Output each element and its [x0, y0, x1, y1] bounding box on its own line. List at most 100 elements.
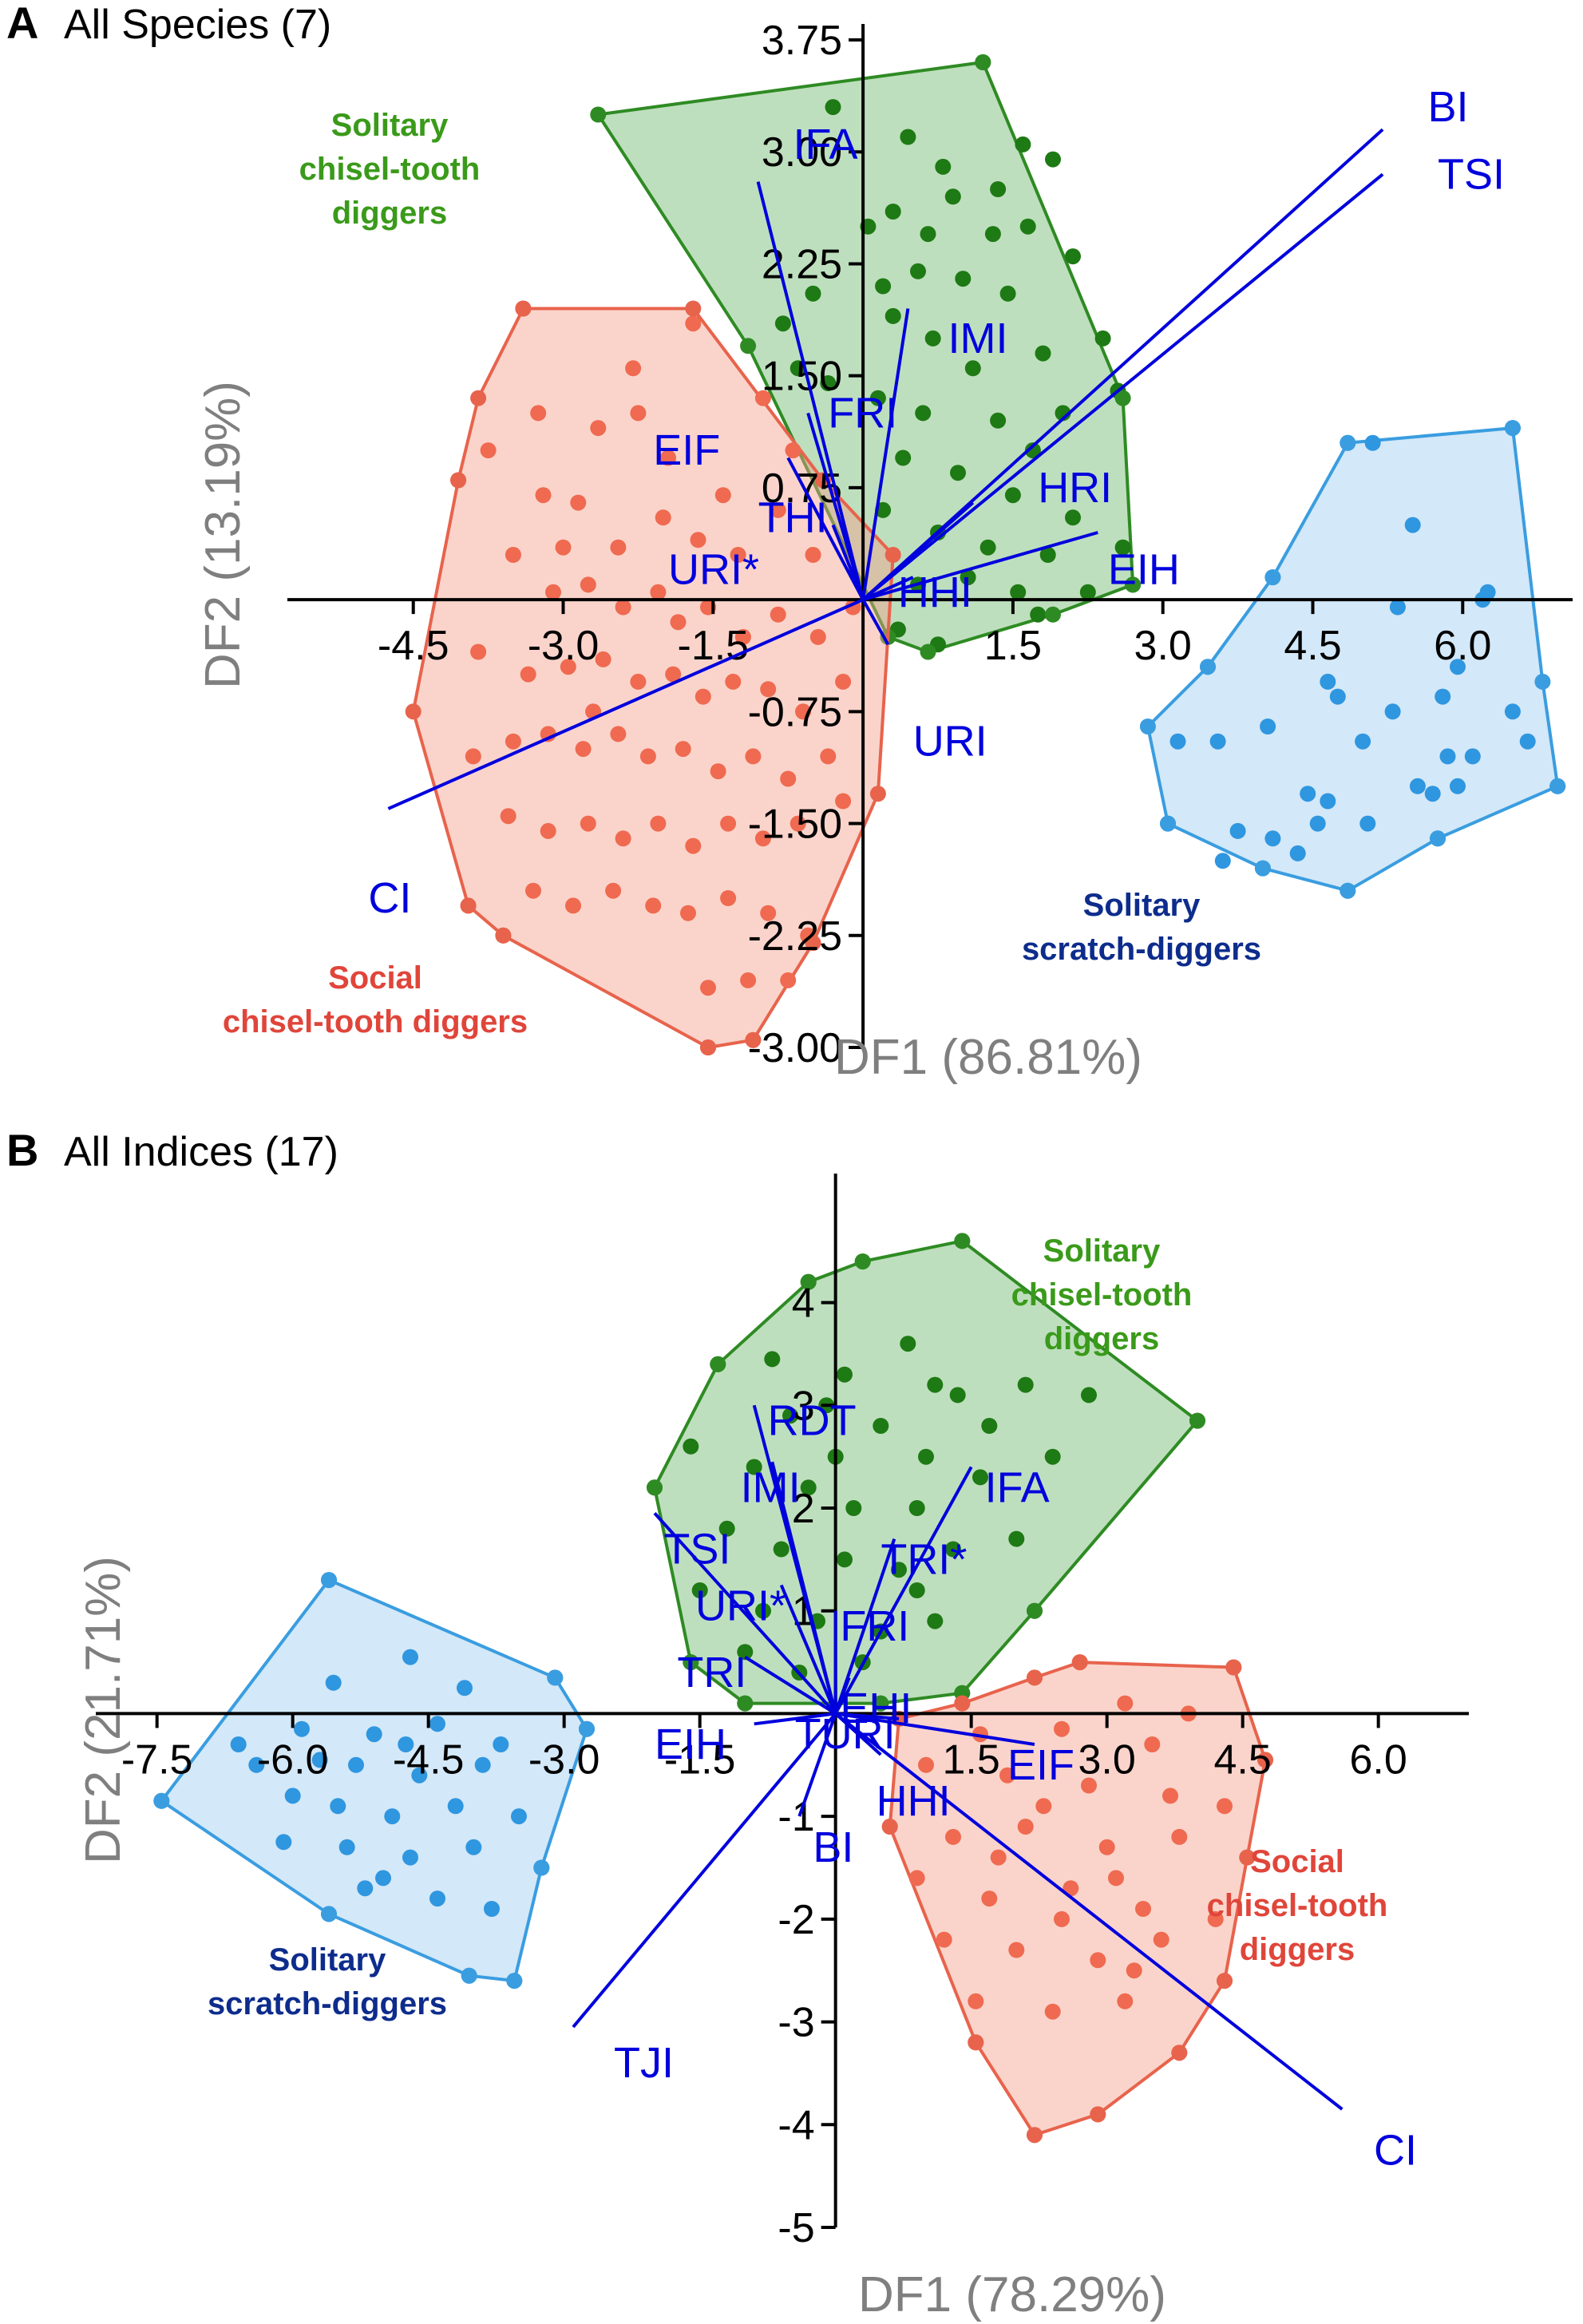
data-point: [402, 1649, 418, 1665]
data-point: [695, 688, 711, 705]
hull-vertex-point: [1125, 576, 1142, 593]
hull-vertex-point: [506, 1973, 523, 1989]
vector-label: TSI: [663, 1525, 730, 1573]
y-tick-label: -4: [778, 2102, 814, 2148]
loading-vector: [754, 1712, 836, 1726]
loading-vector: [572, 1712, 837, 2029]
hull-vertex-point: [590, 106, 607, 123]
data-point: [375, 1870, 391, 1887]
data-point: [625, 360, 642, 377]
hull-vertex-point: [1239, 1849, 1256, 1866]
data-point: [1171, 1828, 1188, 1845]
data-point: [590, 420, 607, 437]
group-label-green: Solitary: [1043, 1233, 1161, 1269]
data-point: [505, 547, 521, 563]
data-point: [780, 972, 797, 988]
hull-vertex-point: [1549, 778, 1566, 794]
group-blue: [1139, 420, 1566, 899]
data-point: [837, 1551, 853, 1568]
vector-label: HHI: [898, 568, 972, 616]
vector-label: CI: [1374, 2126, 1417, 2174]
loading-vector: [861, 501, 975, 601]
loading-vector: [835, 1712, 1035, 1746]
data-point: [1435, 688, 1451, 705]
x-tick-label: 3.0: [1078, 1736, 1136, 1783]
data-point: [1389, 599, 1406, 616]
x-tick-label: 6.0: [1434, 623, 1491, 669]
data-point: [754, 830, 771, 847]
group-label-green: chisel-tooth: [299, 152, 481, 187]
vector-label: IFA: [793, 121, 857, 168]
data-point: [900, 1336, 916, 1352]
data-point: [1439, 748, 1456, 765]
x-tick-label: 6.0: [1350, 1736, 1407, 1783]
data-point: [610, 539, 627, 556]
data-point: [1054, 1720, 1070, 1737]
data-point: [825, 99, 841, 116]
loading-vector: [861, 172, 1384, 601]
y-tick-label: -1: [778, 1794, 814, 1840]
data-point: [1409, 778, 1426, 794]
hull-blue: [160, 1578, 588, 1983]
hull-vertex-point: [547, 1669, 564, 1686]
data-point: [955, 271, 972, 287]
x-tick-label: 1.5: [984, 623, 1042, 669]
data-point: [720, 890, 737, 906]
hull-vertex-point: [1114, 390, 1131, 406]
loading-vector: [653, 1512, 837, 1715]
data-point: [348, 1756, 364, 1773]
data-point: [1045, 151, 1061, 168]
data-point: [869, 390, 886, 406]
vector-label: CI: [368, 874, 411, 922]
data-point: [755, 1602, 771, 1619]
panel-letter: B: [6, 1125, 38, 1175]
data-point: [795, 703, 811, 720]
data-point: [480, 442, 497, 459]
hull-vertex-point: [450, 472, 467, 489]
vector-label: URI: [913, 718, 987, 766]
data-point: [1108, 1870, 1124, 1887]
data-point: [675, 741, 691, 758]
hull-vertex-point: [461, 1967, 477, 1984]
data-point: [1024, 442, 1041, 459]
loading-vector: [861, 599, 890, 646]
vector-label: URI*: [695, 1582, 786, 1629]
data-point: [465, 748, 481, 765]
data-point: [718, 1520, 735, 1537]
hull-green: [653, 1239, 1199, 1705]
data-point: [580, 576, 596, 593]
data-point: [1289, 845, 1306, 861]
data-point: [1169, 733, 1186, 750]
hull-vertex-point: [854, 1253, 871, 1270]
data-point: [1355, 733, 1371, 750]
data-point: [429, 1890, 445, 1907]
data-point: [740, 972, 757, 988]
data-point: [1207, 1910, 1224, 1927]
x-axis-title: DF1 (86.81%): [834, 1030, 1142, 1085]
data-point: [734, 628, 751, 645]
x-tick-label: 1.5: [943, 1736, 1000, 1783]
data-point: [770, 501, 786, 518]
data-point: [1214, 853, 1231, 869]
data-point: [1017, 1376, 1034, 1393]
hull-vertex-point: [321, 1572, 337, 1589]
loading-vector: [846, 561, 865, 600]
data-point: [790, 360, 806, 377]
data-point: [338, 1839, 355, 1855]
data-point: [1098, 1839, 1115, 1855]
data-point: [945, 1828, 961, 1845]
data-point: [248, 1756, 265, 1773]
data-point: [411, 1767, 428, 1784]
data-point: [325, 1674, 342, 1691]
y-tick-label: 3: [792, 1383, 815, 1429]
data-point: [1008, 1942, 1025, 1958]
data-point: [835, 793, 852, 810]
data-point: [311, 1752, 328, 1768]
hull-vertex-point: [1090, 2106, 1106, 2123]
data-point: [760, 681, 777, 698]
vector-label: EIF: [1007, 1741, 1074, 1789]
data-point: [610, 726, 627, 742]
data-point: [511, 1808, 527, 1825]
x-tick-label: -1.5: [678, 623, 750, 669]
data-point: [999, 285, 1016, 302]
